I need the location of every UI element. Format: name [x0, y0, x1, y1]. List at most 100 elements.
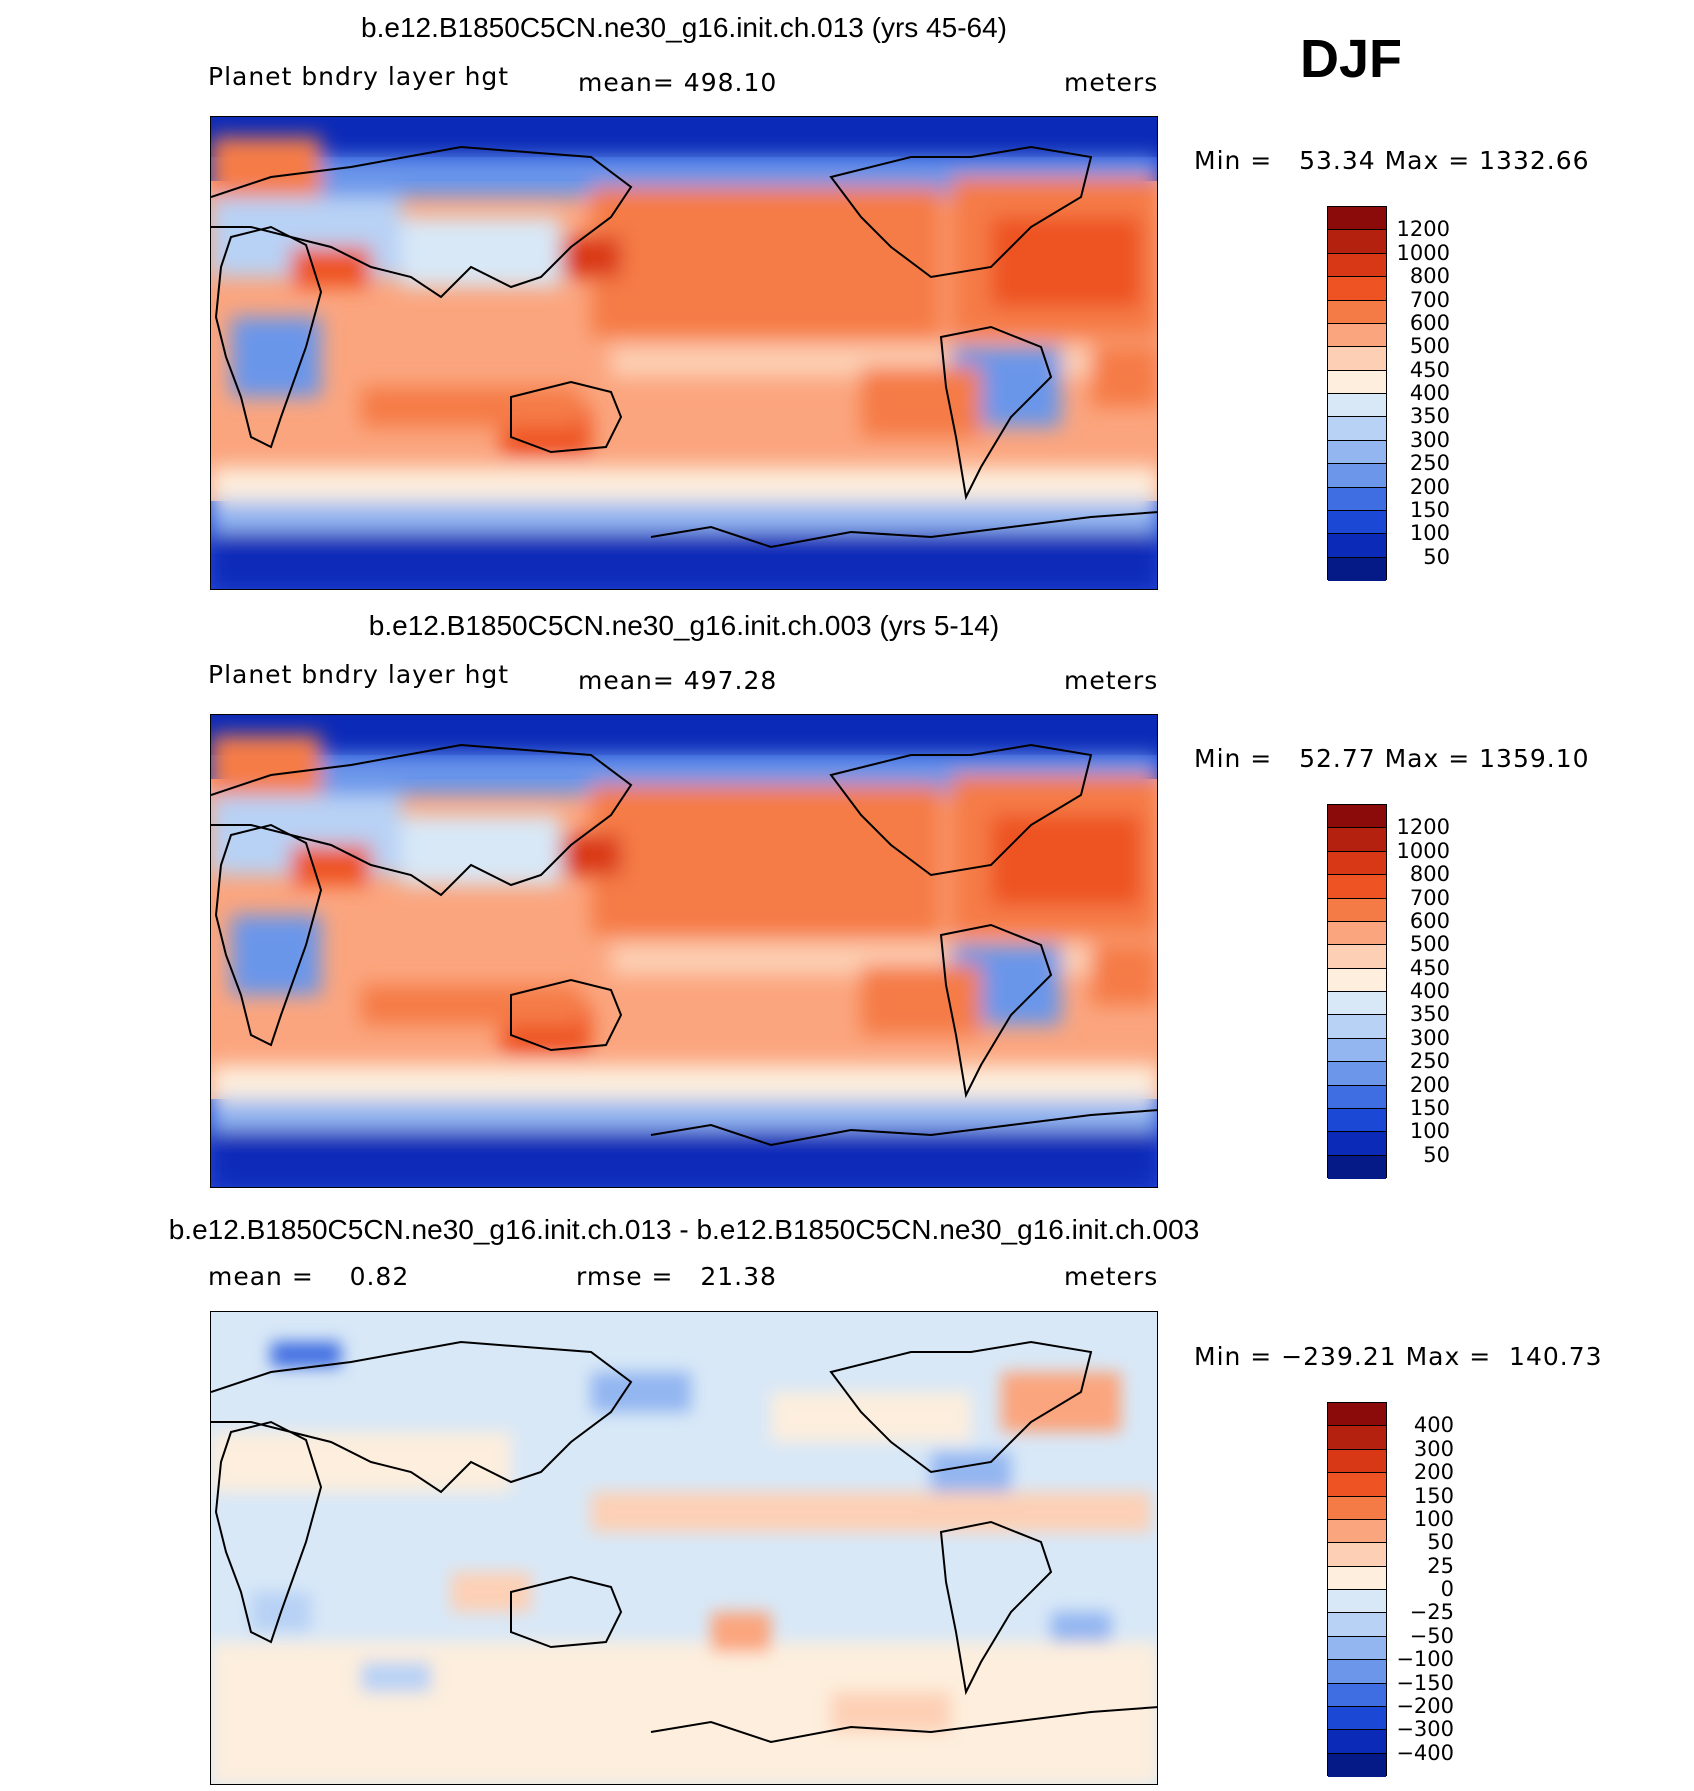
colorbar-tick-label: 250 — [1409, 1049, 1450, 1074]
colorbar-swatch — [1328, 464, 1386, 488]
colorbar-tick-label: 800 — [1409, 862, 1450, 887]
colorbar-swatch — [1328, 851, 1386, 876]
colorbar-tick-label: 400 — [1409, 381, 1450, 405]
colorbar-tick-label: 250 — [1409, 451, 1450, 476]
panel2-units-label: meters — [1064, 666, 1159, 695]
colorbar-tick-label: 1000 — [1396, 240, 1450, 265]
panel1-units-label: meters — [1064, 68, 1159, 97]
panel2-minmax: Min = 52.77 Max = 1359.10 — [1194, 744, 1590, 773]
colorbar-swatch — [1328, 440, 1386, 465]
colorbar-tick-label: 600 — [1409, 908, 1450, 933]
panel1-map-svg — [211, 117, 1157, 589]
colorbar-swatch — [1328, 1108, 1386, 1133]
colorbar-tick-label: 400 — [1413, 1413, 1454, 1438]
colorbar-tick-label: 0 — [1440, 1577, 1454, 1601]
colorbar-swatch — [1328, 1085, 1386, 1109]
colorbar-swatch — [1328, 277, 1386, 301]
colorbar-swatch — [1328, 1706, 1386, 1731]
colorbar-tick-label: 1000 — [1396, 838, 1450, 863]
colorbar-tick-label: 300 — [1409, 427, 1450, 452]
panel1-colorbar-ticks: 1200 1000 800 700 600 500 450 400 350 300 250 200 15… — [1390, 206, 1450, 580]
panel3-rmse-label: rmse = 21.38 — [576, 1262, 777, 1291]
colorbar-tick-label: 100 — [1413, 1506, 1454, 1531]
panel1-title: b.e12.B1850C5CN.ne30_g16.init.ch.013 (yr… — [361, 12, 1007, 43]
colorbar-swatch — [1328, 1496, 1386, 1520]
colorbar-tick-label: 700 — [1409, 885, 1450, 910]
colorbar-swatch — [1328, 968, 1386, 992]
colorbar-swatch — [1328, 347, 1386, 371]
panel1-mean-label: mean= 498.10 — [578, 68, 778, 97]
colorbar-swatch — [1328, 230, 1386, 254]
colorbar-tick-label: −100 — [1396, 1647, 1454, 1672]
panel3-map — [210, 1311, 1158, 1785]
colorbar-tick-label: 800 — [1409, 264, 1450, 289]
colorbar-swatch — [1328, 253, 1386, 278]
colorbar-swatch — [1328, 1566, 1386, 1590]
panel2-title: b.e12.B1850C5CN.ne30_g16.init.ch.003 (yr… — [368, 610, 1000, 641]
colorbar-tick-label: 50 — [1423, 544, 1450, 569]
panel2-mean-label: mean= 497.28 — [578, 666, 778, 695]
colorbar-swatch — [1328, 1473, 1386, 1497]
colorbar-swatch — [1328, 1132, 1386, 1156]
colorbar-swatch — [1328, 1636, 1386, 1661]
colorbar-tick-label: 1200 — [1396, 217, 1450, 242]
colorbar-swatch — [1328, 417, 1386, 441]
colorbar-swatch — [1328, 1683, 1386, 1707]
colorbar-swatch — [1328, 921, 1386, 946]
colorbar-tick-label: −300 — [1396, 1717, 1454, 1742]
colorbar-tick-label: 150 — [1413, 1483, 1454, 1508]
panel2-colorbar — [1327, 804, 1387, 1179]
panel1-variable-label: Planet bndry layer hgt — [208, 62, 510, 91]
colorbar-swatch — [1328, 1038, 1386, 1063]
colorbar-tick-label: 100 — [1409, 521, 1450, 546]
panel3-minmax: Min = −239.21 Max = 140.73 — [1194, 1342, 1603, 1371]
colorbar-tick-label: 350 — [1409, 404, 1450, 429]
colorbar-tick-label: 50 — [1423, 1142, 1450, 1167]
colorbar-swatch — [1328, 1155, 1386, 1179]
colorbar-swatch — [1328, 370, 1386, 394]
panel3-map-svg — [211, 1312, 1157, 1784]
colorbar-tick-label: 1200 — [1396, 815, 1450, 840]
colorbar-swatch — [1328, 1403, 1386, 1427]
colorbar-swatch — [1328, 1015, 1386, 1039]
colorbar-swatch — [1328, 1062, 1386, 1086]
colorbar-swatch — [1328, 510, 1386, 535]
colorbar-tick-label: −200 — [1396, 1693, 1454, 1718]
colorbar-swatch — [1328, 1590, 1386, 1614]
panel2-map — [210, 714, 1158, 1188]
colorbar-tick-label: 100 — [1409, 1119, 1450, 1144]
colorbar-swatch — [1328, 487, 1386, 511]
colorbar-swatch — [1328, 323, 1386, 348]
panel3-colorbar-ticks: 400 300 200 150 100 50 25 0 −25 −50 −100 −150 −200 −3… — [1390, 1402, 1454, 1776]
colorbar-tick-label: 350 — [1409, 1002, 1450, 1027]
colorbar-swatch — [1328, 1730, 1386, 1754]
colorbar-tick-label: 50 — [1427, 1530, 1454, 1555]
panel1-colorbar — [1327, 206, 1387, 581]
colorbar-swatch — [1328, 1449, 1386, 1474]
panel1-map — [210, 116, 1158, 590]
colorbar-swatch — [1328, 534, 1386, 558]
panel2-variable-label: Planet bndry layer hgt — [208, 660, 510, 689]
colorbar-tick-label: −50 — [1409, 1623, 1454, 1648]
panel3-units-label: meters — [1064, 1262, 1159, 1291]
colorbar-tick-label: 150 — [1409, 1095, 1450, 1120]
colorbar-swatch — [1328, 1543, 1386, 1567]
colorbar-tick-label: 200 — [1409, 474, 1450, 499]
colorbar-swatch — [1328, 805, 1386, 829]
colorbar-swatch — [1328, 1426, 1386, 1450]
colorbar-tick-label: −25 — [1409, 1600, 1454, 1625]
panel1-minmax: Min = 53.34 Max = 1332.66 — [1194, 146, 1590, 175]
colorbar-swatch — [1328, 992, 1386, 1016]
colorbar-swatch — [1328, 1660, 1386, 1684]
colorbar-tick-label: 300 — [1409, 1025, 1450, 1050]
colorbar-swatch — [1328, 1519, 1386, 1544]
colorbar-swatch — [1328, 207, 1386, 231]
panel2-map-svg — [211, 715, 1157, 1187]
colorbar-swatch — [1328, 1753, 1386, 1777]
colorbar-tick-label: 200 — [1413, 1460, 1454, 1485]
colorbar-tick-label: 450 — [1409, 357, 1450, 382]
panel3-title: b.e12.B1850C5CN.ne30_g16.init.ch.013 - b… — [168, 1214, 1200, 1245]
panel3-colorbar — [1327, 1402, 1387, 1777]
colorbar-tick-label: 500 — [1409, 932, 1450, 957]
colorbar-tick-label: 700 — [1409, 287, 1450, 312]
